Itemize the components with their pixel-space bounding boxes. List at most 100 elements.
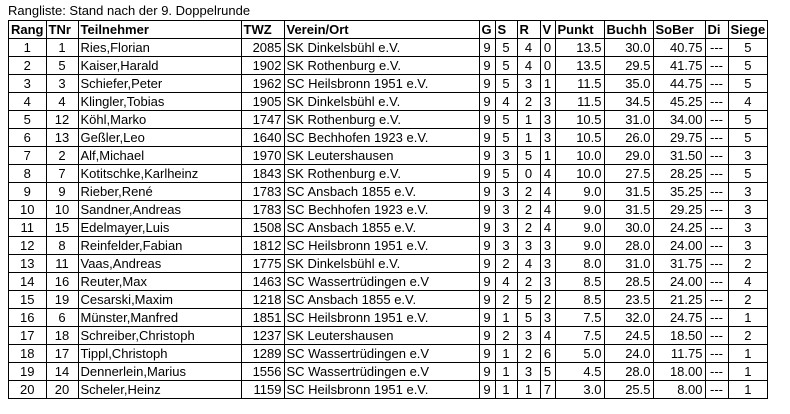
cell-points: 4.5 [554,362,605,381]
cell-club: SC Heilsbronn 1951 e.V. [283,74,480,93]
cell-sonneborn-berger: 35.25 [652,182,706,201]
cell-rank: 6 [8,128,47,147]
cell-tnr: 15 [45,218,79,237]
cell-participant: Scheler,Heinz [77,380,242,399]
cell-direct: --- [704,290,729,309]
cell-points: 8.5 [554,272,605,291]
col-header-victories: Siege [727,20,769,39]
cell-losses: 3 [539,308,556,327]
cell-victories: 3 [727,236,769,255]
cell-wins: 2 [494,290,518,309]
cell-twz: 1905 [240,92,285,111]
cell-tnr: 19 [45,290,79,309]
cell-draws: 3 [516,326,541,345]
cell-games: 9 [478,164,496,183]
cell-direct: --- [704,146,729,165]
cell-participant: Dennerlein,Marius [77,362,242,381]
cell-wins: 4 [494,92,518,111]
table-row: 18 17 Tippl,Christoph 1289 SC Wassertrüdinge… [8,344,769,363]
cell-games: 9 [478,38,496,57]
cell-participant: Schiefer,Peter [77,74,242,93]
cell-club: SC Bechhofen 1923 e.V. [283,200,480,219]
cell-victories: 5 [727,74,769,93]
table-row: 14 16 Reuter,Max 1463 SC Wassertrüdingen e.V… [8,272,769,291]
table-body: 1 1 Ries,Florian 2085 SK Dinkelsbühl e.V. 9 5 4… [8,38,769,399]
cell-draws: 5 [516,146,541,165]
table-row: 5 12 Köhl,Marko 1747 SK Rothenburg e.V. 9 5 1 3 1… [8,110,769,129]
cell-buchholz: 28.0 [603,236,654,255]
cell-direct: --- [704,164,729,183]
header-row: Rang TNr Teilnehmer TWZ Verein/Ort G S R V Punkt B… [8,20,769,39]
table-row: 15 19 Cesarski,Maxim 1218 SC Ansbach 1855 e.… [8,290,769,309]
cell-participant: Sandner,Andreas [77,200,242,219]
cell-victories: 1 [727,308,769,327]
cell-draws: 3 [516,74,541,93]
cell-wins: 5 [494,38,518,57]
cell-club: SC Heilsbronn 1951 e.V. [283,380,480,399]
cell-losses: 4 [539,218,556,237]
cell-draws: 5 [516,290,541,309]
cell-points: 3.0 [554,380,605,399]
cell-twz: 1237 [240,326,285,345]
cell-sonneborn-berger: 34.00 [652,110,706,129]
cell-sonneborn-berger: 21.25 [652,290,706,309]
cell-twz: 2085 [240,38,285,57]
cell-wins: 1 [494,380,518,399]
cell-draws: 0 [516,164,541,183]
col-header-buchholz: Buchh [603,20,654,39]
cell-wins: 5 [494,74,518,93]
cell-rank: 13 [8,254,47,273]
col-header-twz: TWZ [240,20,285,39]
cell-victories: 1 [727,344,769,363]
cell-games: 9 [478,110,496,129]
col-header-points: Punkt [554,20,605,39]
cell-direct: --- [704,92,729,111]
cell-direct: --- [704,362,729,381]
cell-participant: Köhl,Marko [77,110,242,129]
table-row: 7 2 Alf,Michael 1970 SK Leutershausen 9 3 5 1 10.… [8,146,769,165]
cell-club: SC Ansbach 1855 e.V. [283,218,480,237]
cell-tnr: 3 [45,74,79,93]
cell-tnr: 12 [45,110,79,129]
cell-club: SC Wassertrüdingen e.V [283,272,480,291]
cell-victories: 3 [727,146,769,165]
cell-victories: 3 [727,200,769,219]
cell-victories: 5 [727,128,769,147]
cell-tnr: 8 [45,236,79,255]
cell-games: 9 [478,380,496,399]
cell-club: SK Leutershausen [283,326,480,345]
cell-twz: 1843 [240,164,285,183]
cell-participant: Cesarski,Maxim [77,290,242,309]
cell-tnr: 6 [45,308,79,327]
cell-sonneborn-berger: 31.75 [652,254,706,273]
cell-rank: 9 [8,182,47,201]
cell-games: 9 [478,182,496,201]
cell-victories: 5 [727,38,769,57]
cell-rank: 20 [8,380,47,399]
cell-sonneborn-berger: 24.00 [652,272,706,291]
cell-participant: Ries,Florian [77,38,242,57]
col-header-club: Verein/Ort [283,20,480,39]
cell-sonneborn-berger: 24.25 [652,218,706,237]
col-header-draws: R [516,20,541,39]
cell-games: 9 [478,290,496,309]
cell-sonneborn-berger: 40.75 [652,38,706,57]
cell-buchholz: 35.0 [603,74,654,93]
cell-draws: 3 [516,236,541,255]
cell-draws: 2 [516,218,541,237]
cell-direct: --- [704,344,729,363]
cell-direct: --- [704,128,729,147]
cell-tnr: 10 [45,200,79,219]
cell-sonneborn-berger: 18.50 [652,326,706,345]
cell-rank: 19 [8,362,47,381]
cell-twz: 1289 [240,344,285,363]
cell-draws: 1 [516,128,541,147]
cell-wins: 5 [494,56,518,75]
cell-twz: 1775 [240,254,285,273]
cell-wins: 5 [494,110,518,129]
cell-buchholz: 31.0 [603,254,654,273]
cell-games: 9 [478,218,496,237]
cell-direct: --- [704,272,729,291]
cell-rank: 10 [8,200,47,219]
cell-victories: 3 [727,182,769,201]
